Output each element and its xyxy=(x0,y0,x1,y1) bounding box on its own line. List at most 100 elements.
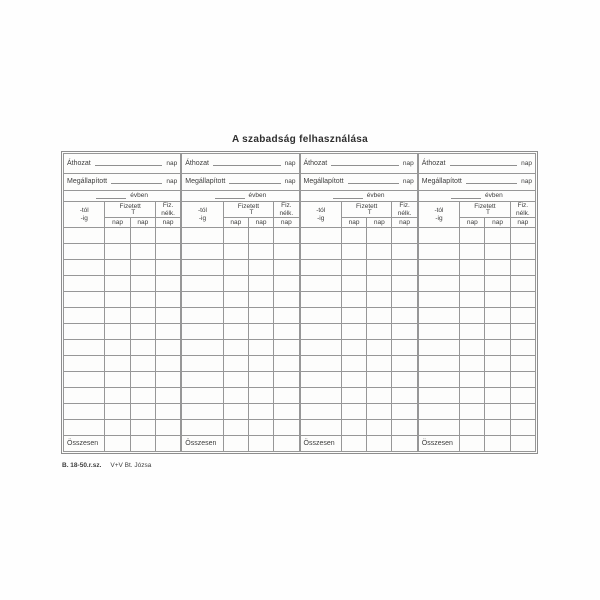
paid-label: Fizetett xyxy=(119,203,141,210)
days-cell xyxy=(222,227,249,244)
carried-over-row: Áthozat nap xyxy=(181,153,300,174)
date-range-cell xyxy=(181,419,224,436)
paid-header: Fizetett T xyxy=(459,201,511,218)
days-cell xyxy=(366,323,393,340)
form-number: B. 18-50.r.sz. xyxy=(62,462,102,469)
total-value-cell xyxy=(509,435,537,452)
paid-t-label: T xyxy=(131,209,136,216)
date-range-cell xyxy=(62,339,106,356)
empty-data-row xyxy=(417,259,537,276)
carried-over-fill-line xyxy=(213,158,281,166)
column-header-row: -tól -ig Fizetett T Fiz. nélk. xyxy=(417,201,537,228)
days-cell xyxy=(484,419,511,436)
established-cell: Megállapított nap xyxy=(62,173,182,191)
days-cell xyxy=(129,403,156,420)
days-cell xyxy=(104,387,131,404)
unpaid-label-line2: nélk. xyxy=(279,209,294,217)
days-cell xyxy=(366,275,393,292)
days-cell xyxy=(222,387,249,404)
empty-data-row xyxy=(299,243,418,260)
days-cell xyxy=(391,259,418,276)
unpaid-header: Fiz. nélk. xyxy=(509,201,537,218)
days-cell xyxy=(459,291,486,308)
days-cell xyxy=(366,243,393,260)
empty-data-row xyxy=(62,227,182,244)
days-cell xyxy=(484,243,511,260)
nap-subheader-row: nap nap nap xyxy=(182,217,300,228)
empty-data-row xyxy=(181,339,300,356)
total-row: Összesen xyxy=(299,435,418,452)
days-cell xyxy=(509,403,537,420)
days-cell xyxy=(129,243,156,260)
days-cell xyxy=(154,403,182,420)
days-cell xyxy=(273,371,300,388)
total-value-cell xyxy=(484,435,511,452)
days-cell xyxy=(222,259,249,276)
total-value-cell xyxy=(104,435,131,452)
carried-over-fill-line xyxy=(331,158,399,166)
days-cell xyxy=(391,355,418,372)
established-row: Megállapított nap xyxy=(417,173,537,191)
date-range-cell xyxy=(62,387,106,404)
unpaid-header: Fiz. nélk. xyxy=(391,201,418,218)
days-cell xyxy=(459,259,486,276)
days-cell xyxy=(366,259,393,276)
publisher: V+V Bt. Józsa xyxy=(110,462,152,469)
year-cell: évben xyxy=(181,190,300,202)
days-cell xyxy=(391,227,418,244)
column-header-row: -tól -ig Fizetett T Fiz. nélk. xyxy=(62,201,182,228)
empty-data-row xyxy=(417,339,537,356)
empty-data-row xyxy=(62,419,182,436)
days-cell xyxy=(273,355,300,372)
date-range-header: -tól -ig xyxy=(299,201,342,228)
days-cell xyxy=(340,387,368,404)
date-range-cell xyxy=(62,419,106,436)
empty-data-row xyxy=(299,339,418,356)
days-cell xyxy=(340,291,368,308)
total-value-cell xyxy=(129,435,156,452)
established-cell: Megállapított nap xyxy=(299,173,418,191)
days-cell xyxy=(222,275,249,292)
paid-header: Fizetett T xyxy=(222,201,275,218)
days-cell xyxy=(104,339,131,356)
empty-data-row xyxy=(181,243,300,260)
carried-over-label: Áthozat xyxy=(185,159,209,167)
date-range-cell xyxy=(62,371,106,388)
date-range-header: -tól -ig xyxy=(181,201,224,228)
nap-subheader: nap xyxy=(459,217,486,228)
empty-data-row xyxy=(417,227,537,244)
days-cell xyxy=(104,227,131,244)
date-range-cell xyxy=(181,275,224,292)
nap-subheader: nap xyxy=(273,217,300,228)
empty-data-row xyxy=(62,291,182,308)
days-cell xyxy=(104,259,131,276)
date-range-cell xyxy=(62,403,106,420)
established-row: Megállapított nap xyxy=(181,173,300,191)
days-cell xyxy=(154,259,182,276)
date-range-cell xyxy=(417,323,461,340)
date-range-cell xyxy=(62,323,106,340)
empty-data-row xyxy=(299,227,418,244)
established-label: Megállapított xyxy=(185,178,226,185)
days-cell xyxy=(273,323,300,340)
days-cell xyxy=(104,419,131,436)
days-cell xyxy=(509,275,537,292)
days-cell xyxy=(222,339,249,356)
days-cell xyxy=(391,339,418,356)
empty-data-row xyxy=(299,419,418,436)
days-cell xyxy=(247,291,275,308)
date-range-cell xyxy=(181,323,224,340)
date-range-cell xyxy=(181,387,224,404)
vacation-section-2: Áthozat nap Megállapított nap xyxy=(181,153,300,452)
empty-data-row xyxy=(62,339,182,356)
days-cell xyxy=(273,275,300,292)
days-cell xyxy=(484,275,511,292)
total-value-cell xyxy=(154,435,182,452)
empty-data-row xyxy=(181,419,300,436)
days-cell xyxy=(247,323,275,340)
paid-header: Fizetett T xyxy=(104,201,156,218)
empty-data-row xyxy=(417,403,537,420)
total-value-cell xyxy=(459,435,486,452)
date-range-cell xyxy=(62,243,106,260)
date-range-cell xyxy=(299,419,342,436)
